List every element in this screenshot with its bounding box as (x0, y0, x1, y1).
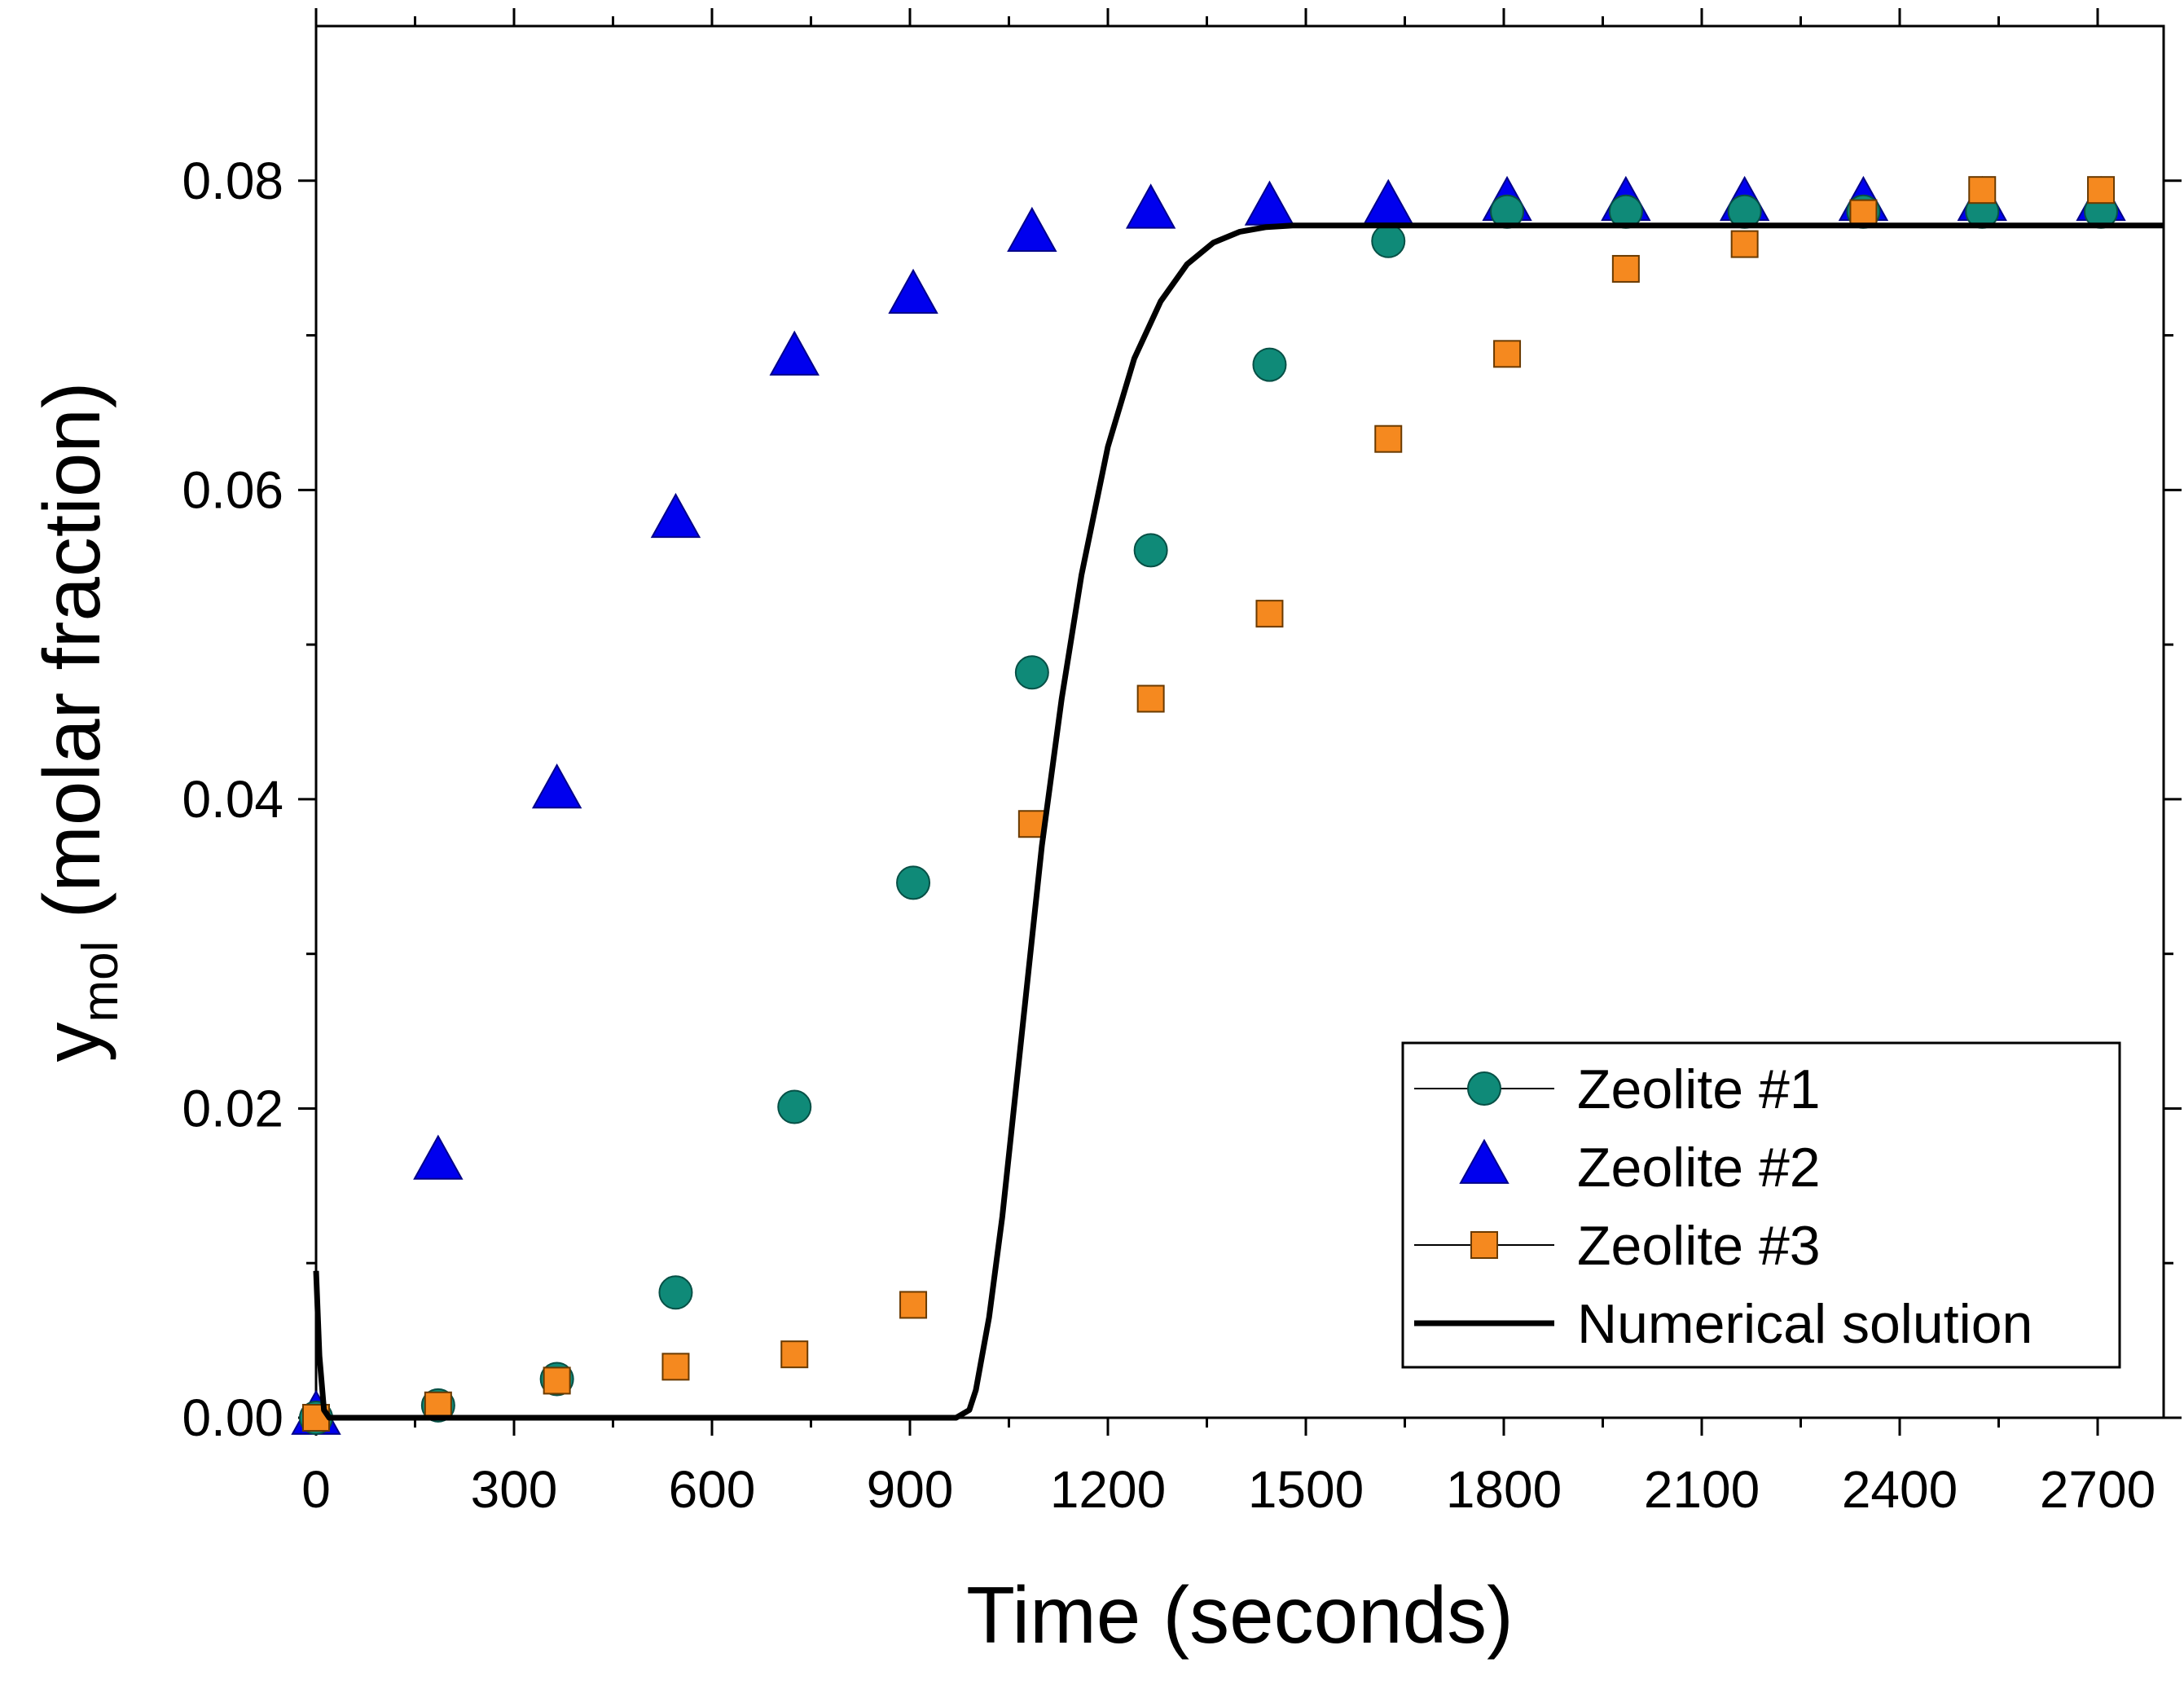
zeolite-1-point (1252, 347, 1287, 382)
zeolite-3-point (1374, 425, 1403, 453)
zeolite-3-point (543, 1366, 571, 1395)
zeolite-2-point (1007, 206, 1057, 253)
zeolite-3-point (1136, 684, 1165, 713)
y-axis-title-rest: (molar fraction) (27, 381, 116, 940)
x-tick-label: 1500 (1248, 1460, 1364, 1519)
x-tick-label: 600 (669, 1460, 756, 1519)
x-tick-label: 2100 (1644, 1460, 1760, 1519)
x-tick-label: 1800 (1446, 1460, 1562, 1519)
zeolite-1-point (1014, 655, 1049, 690)
zeolite-2-point (1363, 178, 1413, 224)
series-layer (291, 175, 2164, 1435)
legend-label: Zeolite #1 (1577, 1058, 1821, 1120)
zeolite-3-point (1493, 340, 1522, 368)
zeolite-2-point (888, 268, 938, 314)
legend-marker-zeolite-2 (1459, 1138, 1509, 1184)
zeolite-1-point (777, 1089, 812, 1124)
zeolite-3-point (2087, 176, 2116, 205)
x-tick-label: 2400 (1842, 1460, 1958, 1519)
zeolite-2-point (1125, 183, 1176, 229)
y-tick-label: 0.06 (182, 460, 283, 519)
x-axis-title: Time (seconds) (966, 1570, 1514, 1660)
zeolite-2-point (650, 492, 701, 539)
y-tick-labels: 0.00 0.02 0.04 0.06 0.08 (182, 152, 283, 1447)
legend-marker-zeolite-3 (1470, 1231, 1498, 1259)
y-axis-title-main: y (27, 1023, 116, 1062)
x-tick-label: 900 (867, 1460, 954, 1519)
axis-ticks (298, 8, 2182, 1436)
y-axis-title-sub: mol (73, 941, 129, 1023)
zeolite-3-point (1611, 254, 1640, 283)
zeolite-3-point (661, 1353, 690, 1381)
y-tick-label: 0.04 (182, 770, 283, 829)
legend-label: Zeolite #3 (1577, 1215, 1821, 1277)
legend-box (1401, 1041, 2121, 1369)
y-axis-title: ymol (molar fraction) (27, 381, 129, 1062)
series-zeolite-3 (302, 176, 2116, 1432)
zeolite-1-point (658, 1275, 693, 1310)
y-tick-label: 0.00 (182, 1388, 283, 1447)
svg-text:ymol (molar fraction): ymol (molar fraction) (27, 381, 129, 1062)
numerical-solution-line (313, 222, 2164, 1421)
zeolite-2-point (1244, 180, 1295, 226)
zeolite-2-point (769, 330, 820, 376)
y-tick-label: 0.08 (182, 152, 283, 210)
x-tick-labels: 0 300 600 900 1200 1500 1800 2100 2400 2700 (301, 1460, 2155, 1519)
zeolite-1-point (1371, 223, 1406, 258)
zeolite-3-point (424, 1391, 452, 1419)
x-tick-label: 300 (471, 1460, 558, 1519)
zeolite-3-point (1968, 176, 1997, 205)
zeolite-3-point (899, 1291, 928, 1319)
x-tick-label: 2700 (2040, 1460, 2155, 1519)
zeolite-3-point (1849, 199, 1878, 227)
y-tick-label: 0.02 (182, 1079, 283, 1137)
zeolite-2-point (531, 763, 582, 809)
plot-frame (314, 24, 2165, 1419)
zeolite-1-point (896, 865, 931, 900)
legend: Zeolite #1 Zeolite #2 Zeolite #3 Numerical … (1401, 1041, 2121, 1369)
x-tick-label: 1200 (1050, 1460, 1166, 1519)
zeolite-3-point (780, 1340, 809, 1369)
legend-marker-zeolite-1 (1467, 1071, 1501, 1106)
zeolite-2-point (413, 1134, 464, 1180)
legend-label: Numerical solution (1577, 1293, 2032, 1355)
zeolite-3-point (1730, 230, 1759, 258)
zeolite-3-point (1255, 600, 1284, 628)
zeolite-1-point (1133, 533, 1168, 568)
x-tick-label: 0 (301, 1460, 331, 1519)
legend-label: Zeolite #2 (1577, 1137, 1821, 1199)
